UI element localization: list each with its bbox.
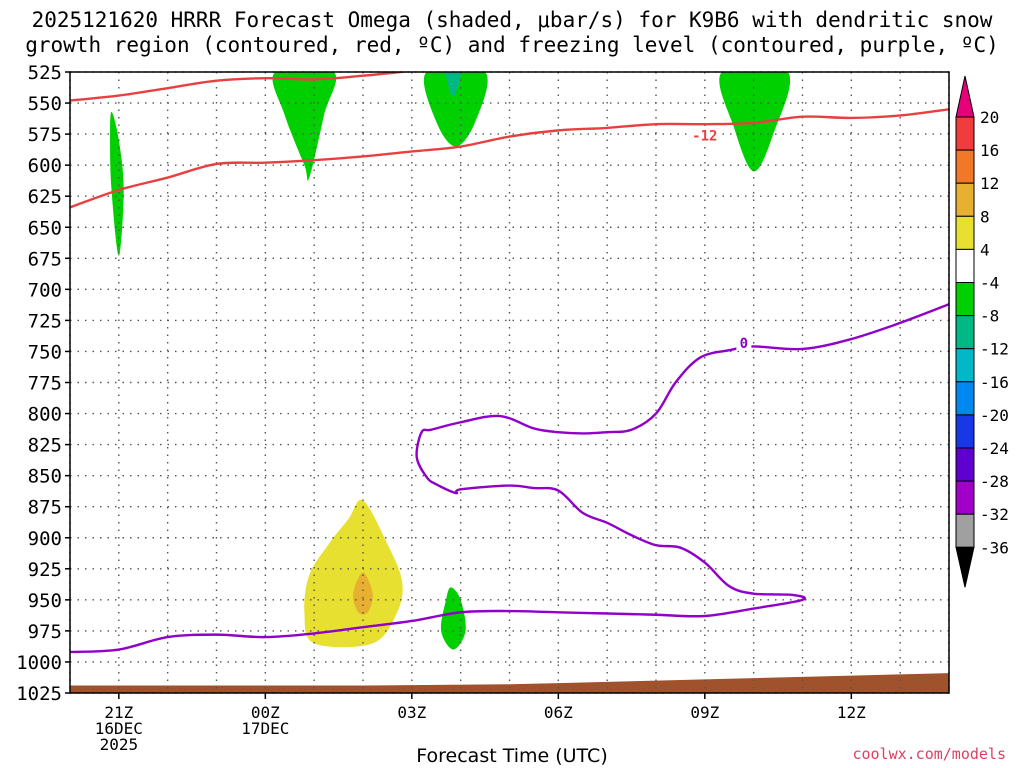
x-tick-label-3-0: 06Z [544, 703, 573, 722]
x-tick-label-4-0: 09Z [690, 703, 719, 722]
y-tick-label-950: 950 [28, 590, 62, 612]
colorbar-label-3: 8 [980, 207, 990, 226]
colorbar-label-1: 16 [980, 141, 999, 160]
terrain-layer [70, 673, 949, 693]
y-tick-label-675: 675 [28, 248, 62, 270]
y-tick-label-825: 825 [28, 435, 62, 457]
colorbar-bin-5 [955, 248, 975, 283]
omega-region-0 [110, 111, 124, 256]
colorbar-label-10: -24 [980, 439, 1009, 458]
x-tick-label-1-1: 17DEC [241, 719, 289, 738]
y-tick-label-725: 725 [28, 310, 62, 332]
y-tick-label-875: 875 [28, 497, 62, 519]
omega-region-3 [445, 72, 461, 97]
contour-label-bg-1 [688, 127, 722, 144]
contour-layer: -12 0 [70, 72, 949, 654]
y-tick-label-925: 925 [28, 559, 62, 581]
grid-layer [69, 71, 950, 694]
colorbar-bin-13 [955, 513, 975, 548]
colorbar-bottom-arrow [955, 546, 975, 588]
y-tick-label-700: 700 [28, 279, 62, 301]
chart-title-line1: 2025121620 HRRR Forecast Omega (shaded, … [31, 8, 993, 32]
contour-line-1 [70, 108, 949, 209]
omega-region-2 [423, 72, 488, 147]
colorbar-bin-6 [955, 282, 975, 317]
x-axis-title: Forecast Time (UTC) [416, 745, 608, 767]
omega-region-4 [719, 72, 791, 172]
y-tick-label-1025: 1025 [16, 683, 62, 705]
y-tick-label-600: 600 [28, 155, 62, 177]
colorbar-bin-12 [955, 480, 975, 515]
contour-line-0 [70, 72, 412, 102]
y-tick-label-775: 775 [28, 373, 62, 395]
colorbar-label-6: -8 [980, 307, 999, 326]
y-tick-label-750: 750 [28, 341, 62, 363]
x-tick-label-0-2: 2025 [100, 735, 139, 754]
omega-region-5 [440, 587, 466, 650]
colorbar-label-8: -16 [980, 373, 1009, 392]
omega-region-7 [353, 572, 373, 615]
contour-label-2: 0 [740, 336, 748, 352]
y-tick-label-550: 550 [28, 93, 62, 115]
colorbar-label-9: -20 [980, 406, 1009, 425]
colorbar-bin-3 [955, 182, 975, 217]
colorbar-bin-9 [955, 381, 975, 416]
colorbar-bin-10 [955, 414, 975, 449]
y-tick-label-625: 625 [28, 186, 62, 208]
colorbar-label-11: -28 [980, 472, 1009, 491]
y-tick-label-850: 850 [28, 466, 62, 488]
colorbar-bin-4 [955, 215, 975, 250]
y-tick-label-1000: 1000 [16, 652, 62, 674]
x-tick-label-0-0: 21Z [104, 703, 133, 722]
y-tick-label-525: 525 [28, 62, 62, 84]
colorbar-label-7: -12 [980, 340, 1009, 359]
y-tick-label-575: 575 [28, 124, 62, 146]
y-tick-label-650: 650 [28, 217, 62, 239]
colorbar-label-0: 20 [980, 108, 999, 127]
contour-line-2 [70, 303, 949, 654]
colorbar-bin-8 [955, 348, 975, 383]
colorbar-label-4: 4 [980, 240, 990, 259]
colorbar-bin-11 [955, 447, 975, 482]
x-tick-label-0-1: 16DEC [95, 719, 143, 738]
omega-shading-layer [110, 72, 791, 650]
omega-region-6 [304, 499, 403, 648]
colorbar-label-2: 12 [980, 174, 999, 193]
y-tick-label-975: 975 [28, 621, 62, 643]
colorbar-label-13: -36 [980, 538, 1009, 557]
plot-frame [69, 71, 950, 694]
contour-label-1: -12 [692, 128, 717, 144]
terrain-surface [70, 673, 949, 693]
x-tick-label-1-0: 00Z [251, 703, 280, 722]
colorbar-top-arrow [955, 75, 975, 118]
colorbar-label-12: -32 [980, 505, 1009, 524]
colorbar-bin-7 [955, 315, 975, 350]
colorbar-bin-2 [955, 149, 975, 184]
omega-region-1 [272, 72, 337, 181]
x-tick-label-2-0: 03Z [397, 703, 426, 722]
site-credit: coolwx.com/models [852, 745, 1006, 763]
colorbar: 20 16 12 8 4 -4 -8 -12 -16 -20 -24 -28 -32 -36 [955, 75, 1009, 588]
colorbar-bin-1 [955, 116, 975, 151]
y-tick-label-800: 800 [28, 404, 62, 426]
axes-layer: 525 550 575 600 625 650 675 700 725 750 775 800 825 8… [16, 62, 950, 754]
x-tick-label-5-0: 12Z [837, 703, 866, 722]
contour-label-bg-2 [736, 334, 752, 351]
y-tick-label-900: 900 [28, 528, 62, 550]
chart-title-line2: growth region (contoured, red, ºC) and f… [25, 33, 999, 57]
colorbar-label-5: -4 [980, 274, 999, 293]
